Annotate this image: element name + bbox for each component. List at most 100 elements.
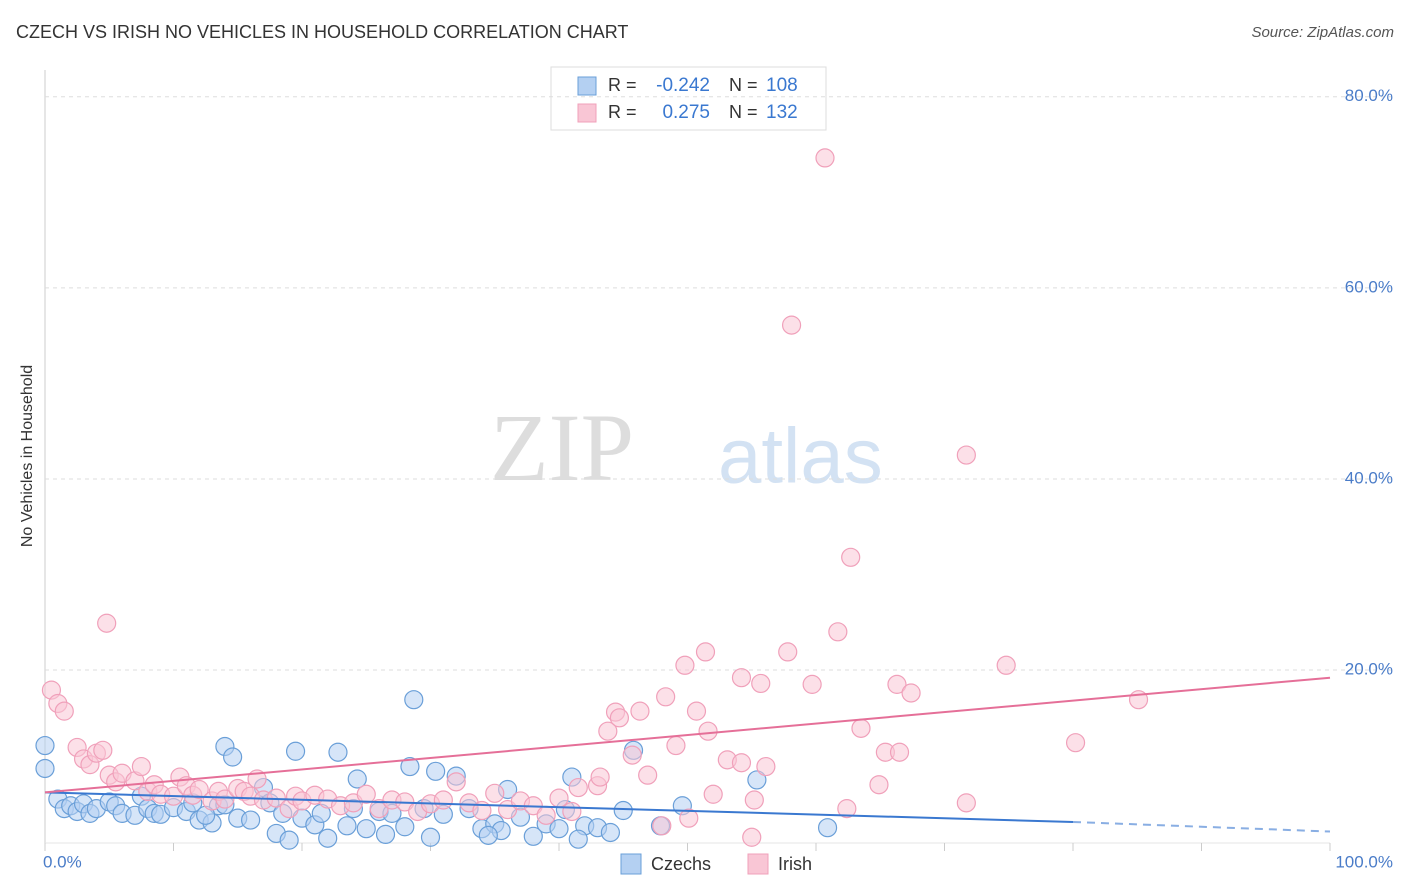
watermark: atlas — [718, 412, 883, 500]
point — [549, 819, 569, 839]
x-tick-label: 0.0% — [43, 852, 82, 871]
point — [568, 777, 588, 798]
point — [241, 810, 261, 830]
point — [395, 817, 415, 837]
point — [731, 753, 752, 773]
point — [613, 800, 633, 821]
legend-r-label: R = — [608, 102, 637, 122]
bottom-legend-label: Irish — [778, 854, 812, 874]
point — [731, 668, 752, 688]
point — [747, 770, 767, 790]
point — [778, 642, 798, 662]
y-tick-label: 40.0% — [1345, 468, 1393, 487]
point — [356, 819, 376, 839]
point — [630, 701, 650, 721]
point — [279, 830, 299, 850]
point — [686, 701, 707, 721]
point — [828, 622, 848, 642]
point — [598, 721, 618, 741]
point — [485, 783, 505, 803]
point — [869, 775, 889, 795]
point — [568, 829, 588, 849]
point — [536, 805, 556, 825]
point — [851, 718, 871, 738]
point — [400, 756, 420, 777]
legend-r-value: 0.275 — [662, 102, 710, 123]
point — [590, 767, 610, 787]
point — [318, 828, 338, 848]
x-tick-label: 100.0% — [1335, 852, 1393, 871]
point — [523, 826, 543, 846]
point — [35, 735, 55, 756]
point — [562, 801, 582, 822]
point — [420, 827, 441, 847]
point — [815, 148, 835, 168]
point — [802, 674, 822, 694]
point — [433, 790, 453, 810]
point — [93, 740, 113, 760]
bottom-legend-swatch — [747, 853, 769, 875]
y-tick-label: 80.0% — [1345, 86, 1393, 105]
point — [446, 772, 466, 792]
point — [679, 808, 699, 828]
legend-n-value: 132 — [766, 102, 798, 123]
point — [817, 818, 838, 838]
y-tick-label: 20.0% — [1345, 660, 1393, 679]
point — [215, 789, 235, 809]
point — [956, 793, 976, 813]
watermark: ZIP — [490, 394, 634, 501]
point — [744, 790, 764, 810]
trend-line-extension — [1072, 820, 1331, 833]
point — [837, 799, 857, 819]
chart-title: CZECH VS IRISH NO VEHICLES IN HOUSEHOLD … — [16, 22, 628, 42]
point — [600, 822, 621, 843]
point — [781, 315, 802, 335]
point — [901, 683, 921, 703]
source: Source: ZipAtlas.com — [1251, 24, 1394, 41]
legend-swatch — [577, 76, 597, 96]
point — [404, 690, 424, 710]
point — [889, 742, 910, 762]
legend-box — [550, 66, 827, 131]
point — [35, 758, 55, 779]
point — [656, 687, 676, 707]
bottom-legend-label: Czechs — [651, 854, 711, 874]
point — [742, 827, 762, 847]
legend-r-value: -0.242 — [656, 75, 710, 96]
point — [652, 816, 672, 836]
point — [337, 816, 357, 836]
point — [841, 547, 861, 567]
point — [549, 788, 569, 808]
point — [698, 721, 718, 741]
point — [375, 824, 396, 845]
point — [956, 445, 976, 465]
point — [675, 655, 695, 675]
point — [131, 756, 151, 777]
legend-swatch — [577, 103, 597, 123]
point — [285, 741, 306, 761]
legend-n-label: N = — [729, 75, 758, 95]
point — [695, 642, 716, 662]
y-axis-label: No Vehicles in Household — [19, 365, 36, 547]
point — [751, 673, 771, 694]
point — [703, 784, 723, 804]
legend-n-value: 108 — [766, 75, 798, 96]
point — [347, 769, 367, 789]
point — [1065, 733, 1086, 753]
legend-n-label: N = — [729, 102, 758, 122]
point — [223, 747, 243, 767]
y-tick-label: 60.0% — [1345, 277, 1393, 296]
point — [426, 761, 446, 781]
point — [996, 655, 1016, 675]
point — [666, 735, 686, 756]
point — [622, 745, 642, 765]
point — [97, 613, 117, 633]
point — [756, 756, 776, 777]
trend-line — [44, 676, 1331, 794]
point — [638, 765, 658, 785]
point — [356, 784, 376, 804]
point — [478, 825, 498, 845]
legend-r-label: R = — [608, 75, 637, 95]
point — [609, 708, 629, 728]
